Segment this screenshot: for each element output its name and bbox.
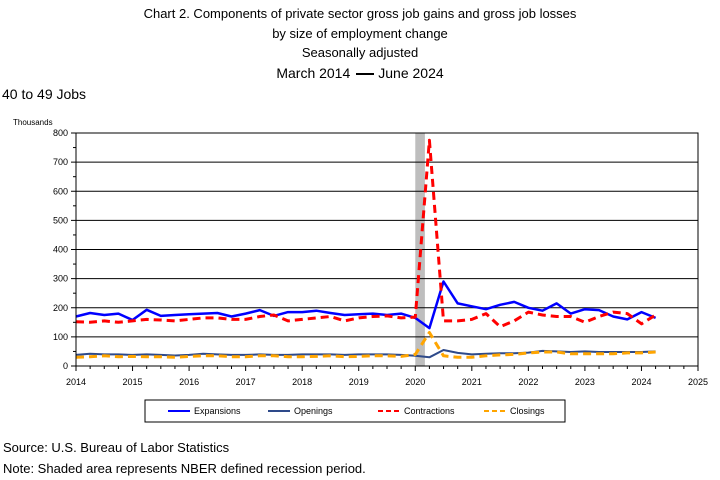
legend-label-contractions: Contractions <box>404 406 455 416</box>
date-range-end: June 2024 <box>378 65 444 81</box>
x-tick-label: 2020 <box>405 377 425 387</box>
chart-title-line-2: by size of employment change <box>272 26 448 41</box>
x-tick-label: 2014 <box>66 377 86 387</box>
chart-title-line-1: Chart 2. Components of private sector gr… <box>143 6 577 21</box>
x-tick-label: 2022 <box>518 377 538 387</box>
y-tick-label: 200 <box>53 303 68 313</box>
date-range-start: March 2014 <box>276 65 351 81</box>
x-tick-label: 2016 <box>179 377 199 387</box>
y-tick-label: 400 <box>53 245 68 255</box>
x-tick-label: 2024 <box>631 377 651 387</box>
legend: Expansions Openings Contractions Closings <box>144 399 566 423</box>
legend-label-closings: Closings <box>510 406 545 416</box>
date-range-dash <box>356 73 375 76</box>
recession-note: Note: Shaded area represents NBER define… <box>3 461 366 476</box>
source-note: Source: U.S. Bureau of Labor Statistics <box>3 440 230 455</box>
chart-subtitle: 40 to 49 Jobs <box>2 86 87 102</box>
y-tick-label: 800 <box>53 128 68 138</box>
x-tick-label: 2019 <box>349 377 369 387</box>
chart-title-line-3: Seasonally adjusted <box>301 45 419 60</box>
y-tick-label: 300 <box>53 274 68 284</box>
date-range: March 2014 June 2024 <box>0 65 720 81</box>
y-tick-label: 0 <box>63 361 68 371</box>
y-tick-label: 700 <box>53 157 68 167</box>
legend-label-expansions: Expansions <box>194 406 241 416</box>
series-line-contractions <box>75 138 657 329</box>
series-line-expansions <box>75 280 657 330</box>
y-axis-label: Thousands <box>13 118 53 127</box>
x-tick-label: 2025 <box>688 377 708 387</box>
plot-frame <box>75 132 699 367</box>
y-tick-label: 600 <box>53 186 68 196</box>
x-tick-label: 2021 <box>462 377 482 387</box>
series-line-closings <box>75 331 656 359</box>
y-tick-label: 100 <box>53 332 68 342</box>
x-tick-label: 2023 <box>575 377 595 387</box>
x-tick-label: 2015 <box>123 377 143 387</box>
x-tick-label: 2018 <box>292 377 312 387</box>
legend-label-openings: Openings <box>294 406 333 416</box>
x-tick-label: 2017 <box>236 377 256 387</box>
y-tick-label: 500 <box>53 215 68 225</box>
legend-box <box>144 399 566 423</box>
